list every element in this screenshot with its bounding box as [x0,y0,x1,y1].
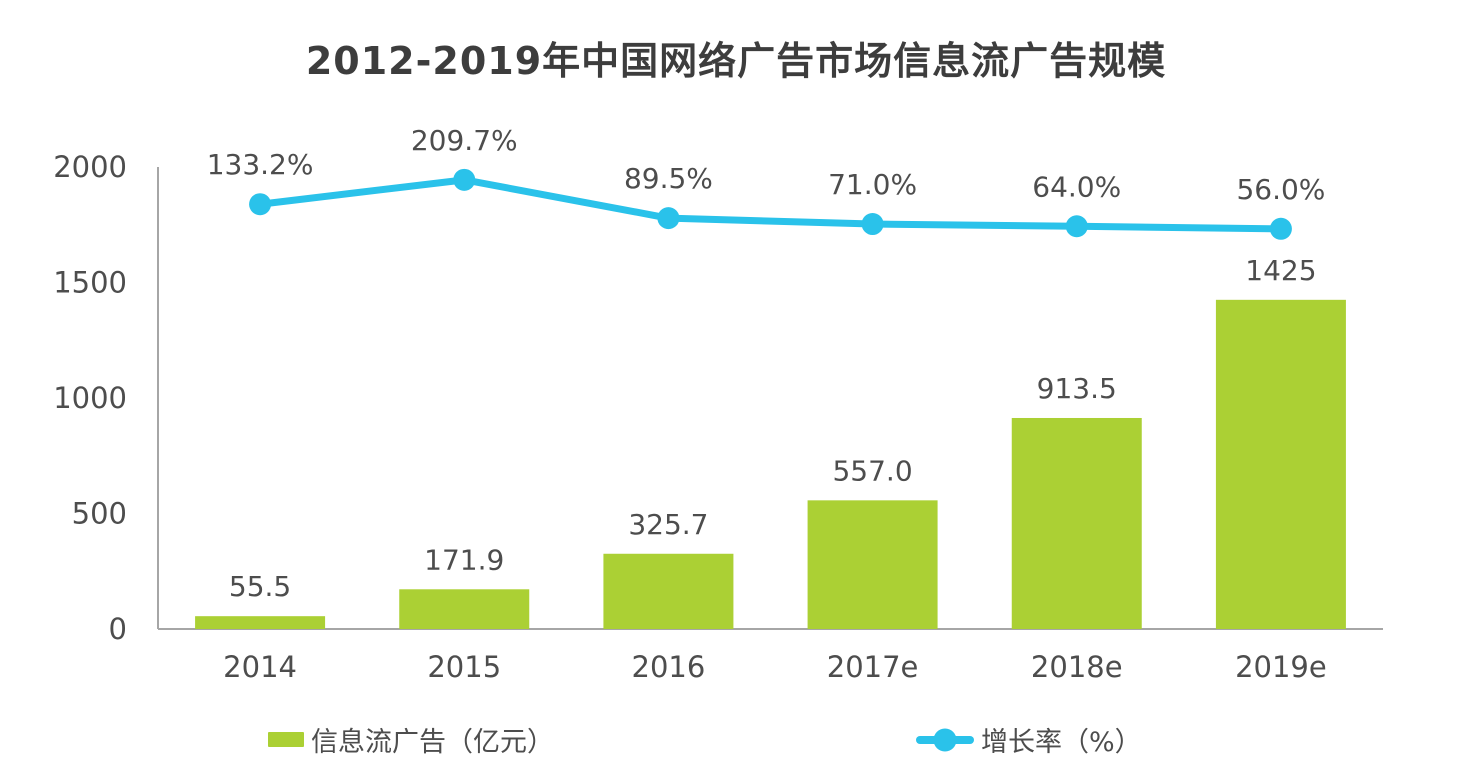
y-tick-label: 0 [109,612,127,646]
line-point-label: 89.5% [624,162,713,195]
x-tick-label: 2017e [827,650,919,684]
line-point [1269,217,1292,240]
x-tick-label: 2019e [1235,650,1327,684]
line-point-label: 71.0% [828,168,917,201]
line-point-label: 209.7% [411,124,518,157]
bar [399,589,530,629]
chart-title: 2012-2019年中国网络广告市场信息流广告规模 [305,39,1167,83]
bar [195,616,326,629]
y-tick-label: 2000 [53,150,127,184]
line-point-label: 64.0% [1032,170,1121,203]
legend-item-line: 增长率（%） [916,720,1142,759]
y-tick-label: 1500 [53,266,127,300]
bar [1011,417,1142,629]
bar-series-label: 信息流广告（亿元） [311,727,554,758]
bar [603,553,734,629]
legend-item-bar: 信息流广告（亿元） [268,720,554,759]
line-point-label: 133.2% [207,148,314,181]
line-point [453,168,476,191]
line-point [657,207,680,230]
x-tick-label: 2016 [632,650,706,684]
growth-line [259,176,1281,233]
bar-value-label: 55.5 [229,570,291,603]
line-series-dot-icon [933,728,957,751]
bar-value-label: 1425 [1245,254,1316,287]
x-tick-label: 2014 [223,650,297,684]
line-point-label: 56.0% [1236,173,1325,206]
line-series-label: 增长率（%） [981,727,1142,758]
bar [1215,299,1346,629]
bar-series-swatch-icon [268,732,304,747]
bar-value-label: 913.5 [1037,372,1117,405]
bar-value-label: 171.9 [424,543,504,576]
bar [807,500,938,629]
x-tick-label: 2018e [1031,650,1123,684]
y-tick-label: 500 [72,497,127,531]
line-series-marker-icon [916,728,974,751]
bar-value-label: 557.0 [832,454,912,487]
line-point [249,193,272,216]
legend: 信息流广告（亿元） 增长率（%） [0,720,1472,758]
line-point [1065,215,1088,238]
bar-value-label: 325.7 [628,508,708,541]
line-point [861,213,884,236]
y-tick-label: 1000 [53,381,127,415]
x-tick-label: 2015 [427,650,501,684]
